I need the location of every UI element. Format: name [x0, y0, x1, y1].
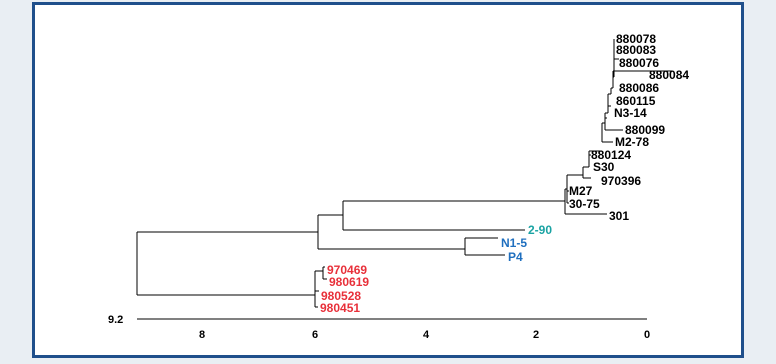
scale-max-label: 9.2 — [108, 314, 123, 326]
leaf-label: 880084 — [649, 68, 689, 82]
axis-tick-label: 6 — [312, 329, 318, 341]
leaf-label: 980528 — [321, 289, 361, 303]
leaf-labels: 880078 880083 880076 880084 880086 86011… — [320, 32, 689, 315]
leaf-label: M2-78 — [615, 135, 649, 149]
leaf-label: 880099 — [625, 123, 665, 137]
leaf-label: 301 — [609, 209, 629, 223]
leaf-label: S30 — [593, 160, 615, 174]
leaf-label: 2-90 — [528, 223, 552, 237]
leaf-label: 970396 — [601, 174, 641, 188]
axis-tick-label: 4 — [423, 329, 430, 341]
leaf-label: 860115 — [616, 94, 656, 108]
axis-tick-label: 0 — [644, 329, 650, 341]
axis-tick-label: 8 — [199, 329, 205, 341]
leaf-label: P4 — [508, 250, 523, 264]
leaf-label: 880078 — [616, 32, 656, 46]
leaf-label: 980451 — [320, 301, 360, 315]
scale-axis: 9.2 8 6 4 2 0 — [108, 314, 650, 341]
leaf-label: N3-14 — [614, 106, 647, 120]
tree-branches — [136, 39, 672, 308]
leaf-label: M27 — [569, 184, 593, 198]
axis-tick-label: 2 — [533, 329, 539, 341]
leaf-label: 880086 — [619, 81, 659, 95]
leaf-label: 880076 — [619, 56, 659, 70]
dendrogram-svg: 880078 880083 880076 880084 880086 86011… — [108, 32, 689, 341]
leaf-label: 880124 — [591, 148, 631, 162]
dendrogram-frame: 880078 880083 880076 880084 880086 86011… — [32, 2, 744, 358]
leaf-label: 880083 — [616, 43, 656, 57]
leaf-label: N1-5 — [501, 236, 527, 250]
leaf-label: 980619 — [329, 275, 369, 289]
leaf-label: 30-75 — [569, 197, 600, 211]
leaf-label: 970469 — [327, 263, 367, 277]
